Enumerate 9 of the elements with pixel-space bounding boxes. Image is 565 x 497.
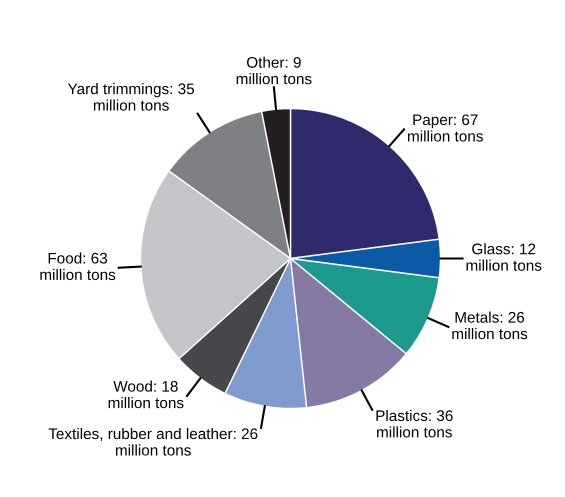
slice-label: Paper: 67 million tons bbox=[408, 114, 483, 142]
slice-label: Glass: 12 million tons bbox=[466, 243, 542, 271]
slice-label: Yard trimmings: 35 million tons bbox=[68, 83, 194, 111]
slice-label: Wood: 18 million tons bbox=[108, 380, 184, 408]
slice-label: Textiles, rubber and leather: 26 million tons bbox=[48, 428, 258, 456]
slice-label: Metals: 26 million tons bbox=[452, 312, 528, 340]
slice-label: Food: 63 million tons bbox=[40, 252, 116, 280]
slice-label: Other: 9 million tons bbox=[236, 56, 312, 84]
slice-label: Plastics: 36 million tons bbox=[376, 410, 453, 438]
